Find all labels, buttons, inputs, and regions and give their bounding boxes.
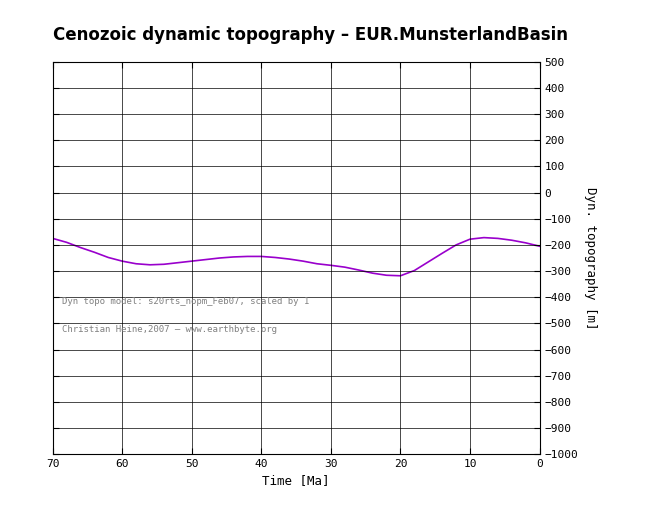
Text: Cenozoic dynamic topography – EUR.MunsterlandBasin: Cenozoic dynamic topography – EUR.Munste… <box>53 26 568 44</box>
X-axis label: Time [Ma]: Time [Ma] <box>263 475 330 488</box>
Text: Christian Heine,2007 – www.earthbyte.org: Christian Heine,2007 – www.earthbyte.org <box>63 325 278 334</box>
Text: Dyn topo model: s20rts_nopm_Feb07, scaled by 1: Dyn topo model: s20rts_nopm_Feb07, scale… <box>63 297 310 306</box>
Y-axis label: Dyn. topography [m]: Dyn. topography [m] <box>584 187 597 329</box>
